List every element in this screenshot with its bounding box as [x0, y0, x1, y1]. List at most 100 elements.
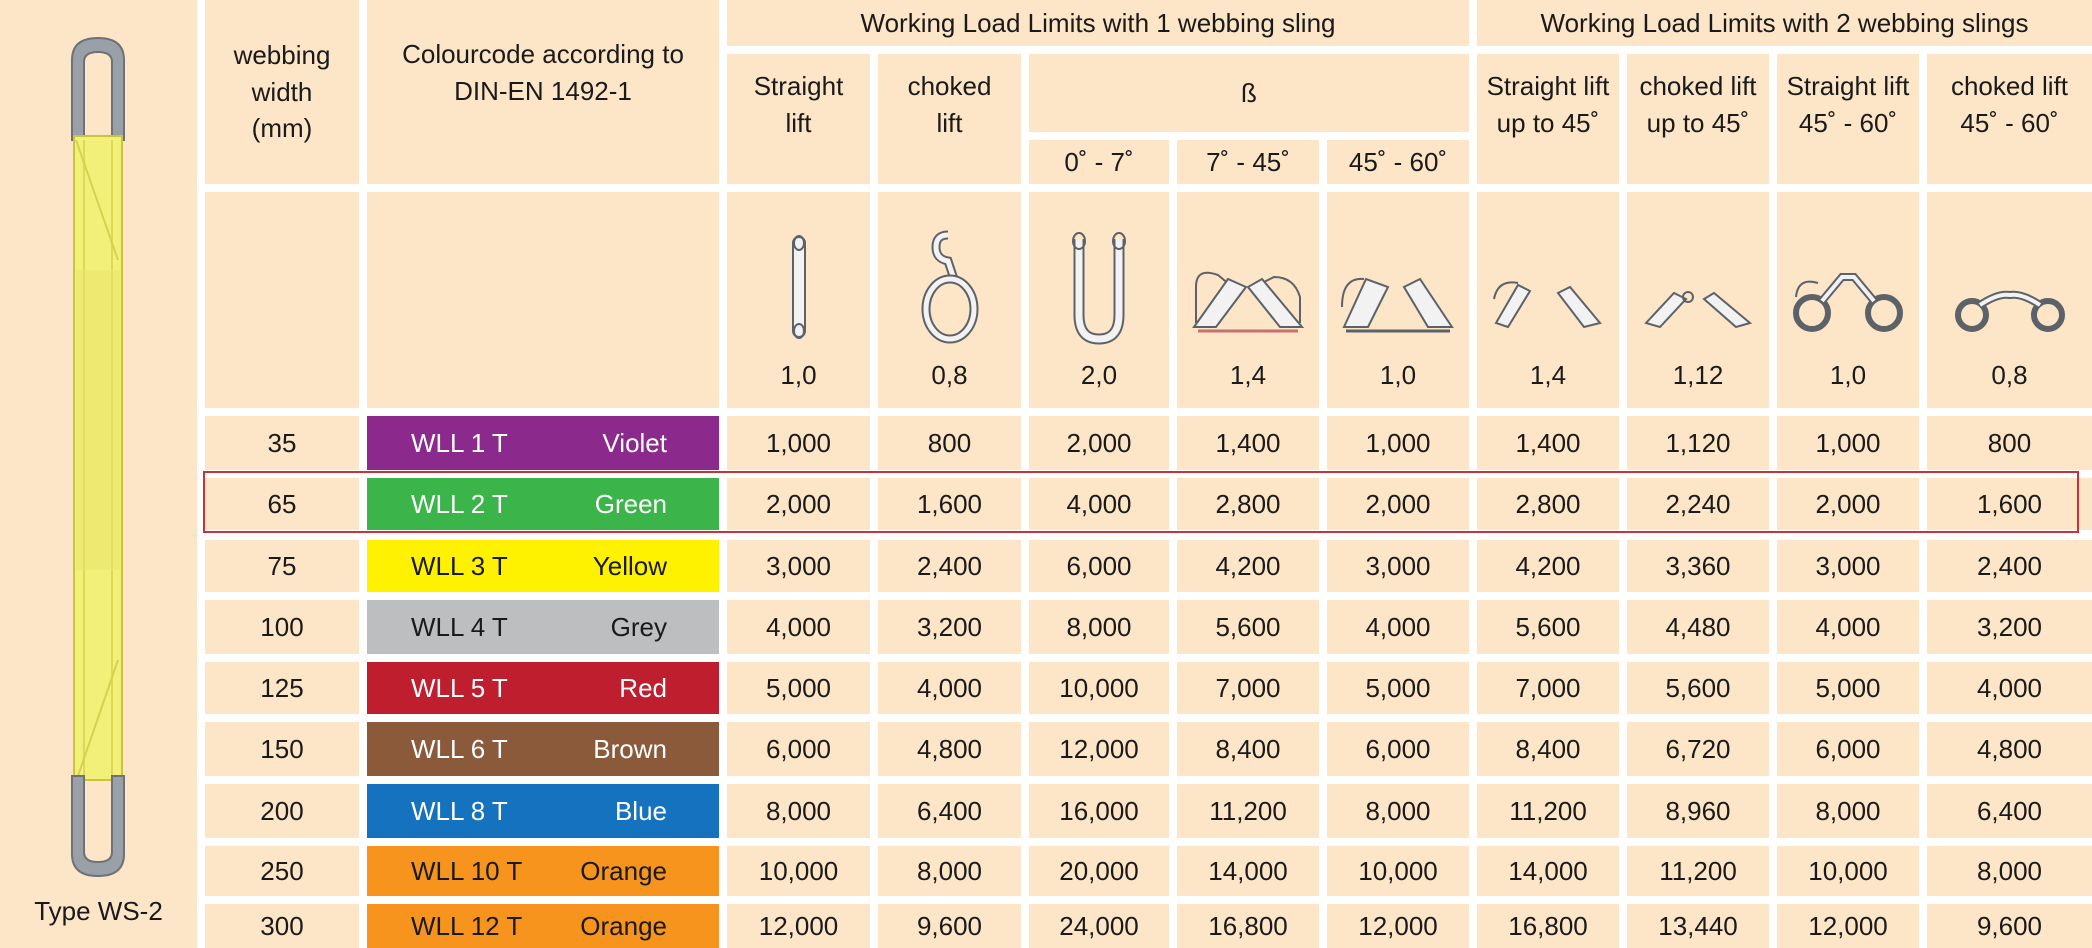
wll-value: 4,800 — [1927, 722, 2092, 776]
colour-name: Red — [619, 672, 667, 703]
wll-value: 4,480 — [1627, 600, 1769, 654]
wll-label: WLL 2 T — [411, 488, 508, 519]
colour-code-cell: WLL 10 T Orange — [367, 846, 719, 896]
illustration-cell: 1,0 — [727, 192, 870, 408]
header-width: webbing width (mm) — [205, 0, 359, 184]
wll-value: 9,600 — [878, 904, 1021, 948]
wll-value: 6,720 — [1627, 722, 1769, 776]
load-factor: 1,0 — [780, 360, 817, 391]
header-group-2: Working Load Limits with 2 webbing sling… — [1477, 0, 2092, 46]
wll-value: 3,000 — [1327, 540, 1469, 592]
row-width: 35 — [205, 416, 359, 470]
wll-value: 3,200 — [878, 600, 1021, 654]
wll-value: 6,000 — [727, 722, 870, 776]
wll-value: 4,000 — [1029, 478, 1169, 530]
basket-7-45-icon — [1192, 271, 1305, 333]
header-beta-45-60: 45˚ - 60˚ — [1327, 140, 1469, 184]
illustration-colour-blank — [367, 192, 719, 408]
wll-value: 4,200 — [1477, 540, 1619, 592]
wll-label: WLL 5 T — [411, 672, 508, 703]
row-width: 100 — [205, 600, 359, 654]
header-straight-45-label: Straight lift up to 45˚ — [1486, 71, 1610, 138]
colour-name: Yellow — [592, 550, 667, 581]
header-colour: Colourcode according to DIN-EN 1492-1 — [367, 0, 719, 184]
header-beta-7-45: 7˚ - 45˚ — [1177, 140, 1319, 184]
wll-value: 3,000 — [1777, 540, 1919, 592]
wll-value: 8,400 — [1177, 722, 1319, 776]
wll-value: 800 — [878, 416, 1021, 470]
wll-value: 12,000 — [1029, 722, 1169, 776]
wll-value: 5,600 — [1477, 600, 1619, 654]
wll-value: 2,400 — [1927, 540, 2092, 592]
load-factor: 1,0 — [1829, 360, 1867, 391]
load-factor: 1,4 — [1529, 360, 1567, 391]
wll-value: 1,000 — [1777, 416, 1919, 470]
wll-value: 20,000 — [1029, 846, 1169, 896]
wll-label: WLL 4 T — [411, 611, 508, 642]
wll-value: 800 — [1927, 416, 2092, 470]
wll-value: 1,600 — [878, 478, 1021, 530]
wll-value: 5,600 — [1177, 600, 1319, 654]
header-choked-45-60: choked lift 45˚ - 60˚ — [1927, 54, 2092, 184]
wll-value: 10,000 — [1029, 662, 1169, 714]
wll-value: 8,000 — [1327, 784, 1469, 838]
header-beta-label: ß — [1241, 77, 1257, 108]
wll-value: 2,000 — [727, 478, 870, 530]
header-beta: ß — [1029, 54, 1469, 132]
wll-value: 3,000 — [727, 540, 870, 592]
wll-value: 4,000 — [1927, 662, 2092, 714]
wll-value: 8,000 — [878, 846, 1021, 896]
wll-value: 2,800 — [1177, 478, 1319, 530]
row-width: 125 — [205, 662, 359, 714]
wll-value: 1,400 — [1177, 416, 1319, 470]
header-straight-45: Straight lift up to 45˚ — [1477, 54, 1619, 184]
wll-value: 12,000 — [1777, 904, 1919, 948]
illustration-cell: 1,12 — [1627, 192, 1769, 408]
header-straight-45-60-label: Straight lift 45˚ - 60˚ — [1786, 71, 1910, 138]
wll-value: 8,400 — [1477, 722, 1619, 776]
wll-value: 11,200 — [1627, 846, 1769, 896]
load-factor: 1,12 — [1672, 360, 1724, 391]
wll-value: 11,200 — [1477, 784, 1619, 838]
load-factor: 0,8 — [931, 360, 968, 391]
wll-value: 8,000 — [727, 784, 870, 838]
basket-0-7-icon — [1072, 232, 1126, 345]
choked-lift-icon — [921, 230, 978, 344]
wll-value: 2,240 — [1627, 478, 1769, 530]
wll-value: 6,000 — [1327, 722, 1469, 776]
wll-value: 9,600 — [1927, 904, 2092, 948]
wll-value: 6,000 — [1029, 540, 1169, 592]
wll-label: WLL 10 T — [411, 855, 523, 886]
wll-label: WLL 12 T — [411, 910, 523, 941]
basket-45-60-icon — [1341, 277, 1454, 333]
illustration-cell: 1,4 — [1477, 192, 1619, 408]
wll-value: 3,200 — [1927, 600, 2092, 654]
wll-value: 7,000 — [1177, 662, 1319, 714]
colour-code-cell: WLL 2 T Green — [367, 478, 719, 530]
wll-value: 16,000 — [1029, 784, 1169, 838]
wll-label: WLL 3 T — [411, 550, 508, 581]
colour-name: Orange — [580, 855, 667, 886]
header-beta-0-7: 0˚ - 7˚ — [1029, 140, 1169, 184]
header-choked-45: choked lift up to 45˚ — [1627, 54, 1769, 184]
row-width: 250 — [205, 846, 359, 896]
wll-value: 2,000 — [1327, 478, 1469, 530]
row-width: 150 — [205, 722, 359, 776]
colour-code-cell: WLL 8 T Blue — [367, 784, 719, 838]
wll-value: 2,000 — [1029, 416, 1169, 470]
wll-value: 8,960 — [1627, 784, 1769, 838]
wll-value: 4,000 — [1777, 600, 1919, 654]
wll-value: 12,000 — [727, 904, 870, 948]
wll-value: 2,800 — [1477, 478, 1619, 530]
load-factor: 1,4 — [1229, 360, 1267, 391]
header-colour-label: Colourcode according to DIN-EN 1492-1 — [402, 39, 684, 106]
header-beta-45-60-label: 45˚ - 60˚ — [1348, 146, 1448, 177]
straight-lift-icon — [791, 235, 806, 340]
load-factor: 0,8 — [1991, 360, 2028, 391]
header-beta-7-45-label: 7˚ - 45˚ — [1206, 146, 1290, 177]
row-width: 200 — [205, 784, 359, 838]
colour-name: Brown — [593, 733, 667, 764]
wll-label: WLL 6 T — [411, 733, 508, 764]
row-width: 300 — [205, 904, 359, 948]
